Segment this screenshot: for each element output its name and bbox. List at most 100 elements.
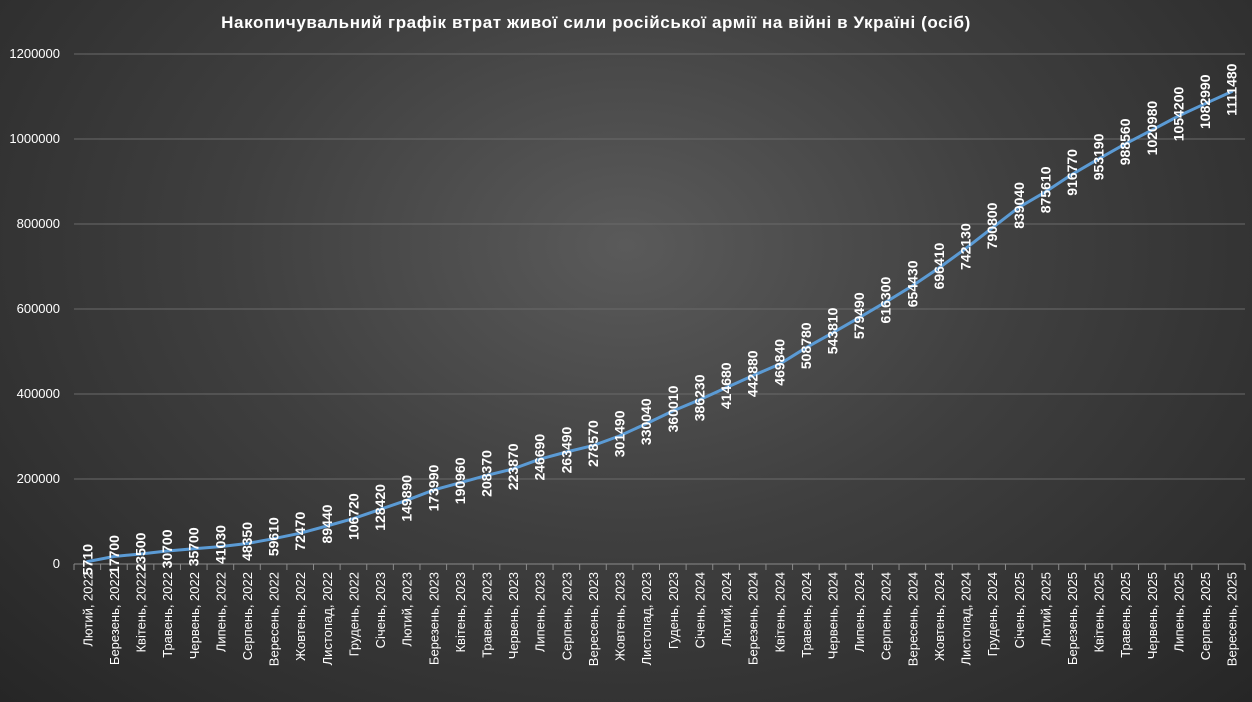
- data-labels: 5710 17700 23500 30700 35700 41030 48350 59610 7…: [79, 63, 1239, 575]
- y-tick-label: 1000000: [9, 131, 60, 146]
- data-label: 35700: [186, 527, 202, 566]
- x-tick-label: Жовтень, 2022: [293, 572, 308, 661]
- x-tick-label: Березень, 2022: [107, 572, 122, 665]
- x-tick-label: Грудень, 2022: [346, 572, 361, 656]
- data-label: 246690: [532, 434, 548, 481]
- data-label: 543810: [824, 307, 840, 354]
- data-label: 360010: [665, 385, 681, 432]
- x-axis: Лютий, 2022 Березень, 2022 Квітень, 2022 Тр…: [73, 563, 1246, 666]
- x-tick-label: Квітень, 2025: [1092, 572, 1107, 653]
- data-label: 17700: [106, 535, 122, 574]
- x-tick-label: Травень, 2024: [799, 572, 814, 658]
- data-label: 263490: [558, 426, 574, 473]
- x-tick-label: Серпень, 2022: [240, 572, 255, 660]
- data-label: 790800: [984, 202, 1000, 249]
- x-tick-label: Грудень, 2024: [985, 572, 1000, 656]
- x-tick-label: Травень, 2025: [1118, 572, 1133, 658]
- x-tick-label: Липень, 2023: [533, 572, 548, 652]
- x-tick-label: Липень, 2022: [213, 572, 228, 652]
- x-tick-label: Вересень, 2022: [267, 572, 282, 666]
- y-tick-label: 0: [53, 556, 60, 571]
- x-tick-label: Гудень, 2023: [666, 572, 681, 649]
- data-label: 59610: [266, 517, 282, 556]
- x-tick-label: Червень, 2025: [1145, 572, 1160, 659]
- data-label: 616300: [878, 277, 894, 324]
- x-tick-label: Липень, 2024: [852, 572, 867, 652]
- data-label: 41030: [212, 525, 228, 564]
- y-axis-ticks: 0 200000 400000 600000 800000 1000000 1200000: [9, 46, 60, 571]
- x-tick-label: Вересень, 2025: [1225, 572, 1240, 666]
- data-label: 988560: [1117, 118, 1133, 165]
- data-label: 742130: [958, 223, 974, 270]
- x-tick-label: Квітень, 2023: [453, 572, 468, 653]
- data-label: 875610: [1037, 166, 1053, 213]
- x-tick-label: Червень, 2024: [825, 572, 840, 659]
- data-label: 106720: [345, 493, 361, 540]
- x-tick-label: Лютий, 2025: [1038, 572, 1053, 647]
- series-line-path: [85, 90, 1234, 564]
- x-tick-label: Жовтень, 2024: [932, 572, 947, 661]
- x-tick-label: Травень, 2022: [160, 572, 175, 658]
- x-tick-label: Листопад, 2022: [320, 572, 335, 665]
- data-label: 23500: [133, 532, 149, 571]
- y-tick-label: 600000: [17, 301, 60, 316]
- data-label: 696410: [931, 242, 947, 289]
- data-label: 190960: [452, 457, 468, 504]
- data-label: 128420: [372, 484, 388, 531]
- data-label: 469840: [771, 339, 787, 386]
- y-tick-label: 400000: [17, 386, 60, 401]
- x-tick-label: Квітень, 2024: [772, 572, 787, 653]
- x-tick-label: Березень, 2023: [426, 572, 441, 665]
- data-label: 208370: [479, 450, 495, 497]
- data-label: 330040: [638, 398, 654, 445]
- y-tick-label: 800000: [17, 216, 60, 231]
- y-tick-label: 200000: [17, 471, 60, 486]
- data-label: 442880: [745, 350, 761, 397]
- x-tick-label: Березень, 2024: [746, 572, 761, 665]
- data-label: 89440: [319, 504, 335, 543]
- x-tick-label: Лютий, 2024: [719, 572, 734, 647]
- data-label: 1082990: [1197, 74, 1213, 129]
- x-tick-label: Травень, 2023: [480, 572, 495, 658]
- data-label: 1020980: [1144, 101, 1160, 156]
- gridlines: [74, 53, 1245, 480]
- x-tick-label: Вересень, 2024: [905, 572, 920, 666]
- data-label: 5710: [79, 544, 95, 575]
- x-tick-label: Серпень, 2023: [559, 572, 574, 660]
- x-tick-label: Квітень, 2022: [134, 572, 149, 653]
- y-tick-label: 1200000: [9, 46, 60, 61]
- x-tick-label: Січень, 2024: [692, 572, 707, 648]
- data-label: 278570: [585, 420, 601, 467]
- data-label: 301490: [612, 410, 628, 457]
- x-tick-label: Березень, 2025: [1065, 572, 1080, 665]
- x-tick-label: Лютий, 2022: [80, 572, 95, 647]
- data-label: 30700: [159, 529, 175, 568]
- x-tick-label: Листопад, 2024: [959, 572, 974, 665]
- data-label: 654430: [904, 260, 920, 307]
- x-tick-label: Червень, 2022: [187, 572, 202, 659]
- x-tick-label: Лютий, 2023: [400, 572, 415, 647]
- chart-title: Накопичувальний графік втрат живої сили …: [221, 13, 971, 32]
- x-tick-label: Червень, 2023: [506, 572, 521, 659]
- data-label: 916770: [1064, 149, 1080, 196]
- x-tick-label: Серпень, 2024: [879, 572, 894, 660]
- data-label: 1054200: [1170, 87, 1186, 142]
- data-label: 173990: [425, 464, 441, 511]
- x-tick-label: Січень, 2023: [373, 572, 388, 648]
- x-tick-label: Липень, 2025: [1171, 572, 1186, 652]
- data-label: 48350: [239, 522, 255, 561]
- x-tick-label: Жовтень, 2023: [613, 572, 628, 661]
- x-tick-label: Січень, 2025: [1012, 572, 1027, 648]
- x-tick-label: Вересень, 2023: [586, 572, 601, 666]
- data-label: 953190: [1091, 133, 1107, 180]
- data-label: 839040: [1011, 182, 1027, 229]
- series-line: [85, 90, 1234, 564]
- data-label: 414680: [718, 362, 734, 409]
- data-label: 1111480: [1224, 63, 1240, 115]
- data-label: 386230: [691, 374, 707, 421]
- data-label: 223870: [505, 443, 521, 490]
- data-label: 508780: [798, 322, 814, 369]
- data-label: 579490: [851, 292, 867, 339]
- data-label: 72470: [292, 512, 308, 551]
